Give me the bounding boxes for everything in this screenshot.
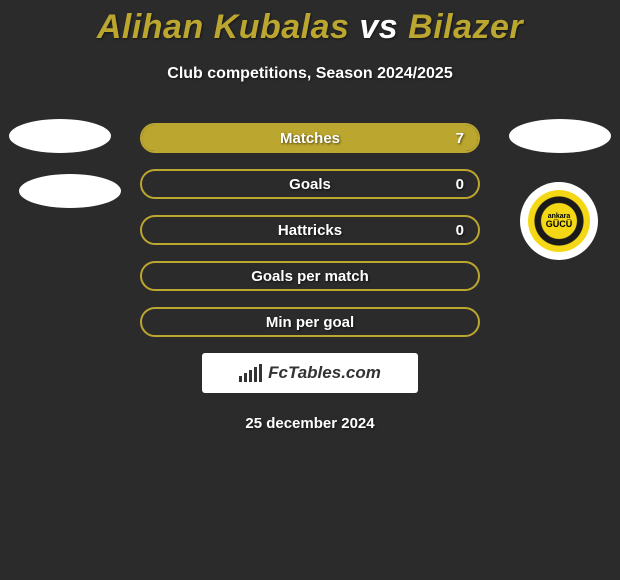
stat-label: Goals per match (251, 268, 369, 285)
player-b-name: Bilazer (408, 8, 523, 46)
stat-row: Matches 7 (140, 123, 480, 153)
stat-label: Matches (280, 130, 340, 147)
stat-row: Goals 0 (140, 169, 480, 199)
stat-label: Goals (289, 176, 331, 193)
stat-row: Goals per match (140, 261, 480, 291)
comparison-title: Alihan Kubalas vs Bilazer (0, 0, 620, 47)
footer-brand-text: FcTables.com (268, 363, 381, 383)
bars-icon (239, 364, 262, 382)
stats-container: Matches 7 Goals 0 Hattricks 0 Goals per match M… (0, 123, 620, 337)
vs-text: vs (359, 8, 398, 46)
stat-value-right: 0 (456, 176, 464, 193)
stat-label: Min per goal (266, 314, 354, 331)
stat-label: Hattricks (278, 222, 342, 239)
stat-row: Hattricks 0 (140, 215, 480, 245)
footer-brand-box: FcTables.com (202, 353, 418, 393)
date-line: 25 december 2024 (0, 415, 620, 432)
stat-value-right: 0 (456, 222, 464, 239)
page-subtitle: Club competitions, Season 2024/2025 (0, 65, 620, 83)
stat-value-right: 7 (456, 130, 464, 147)
stat-row: Min per goal (140, 307, 480, 337)
player-a-name: Alihan Kubalas (97, 8, 350, 46)
